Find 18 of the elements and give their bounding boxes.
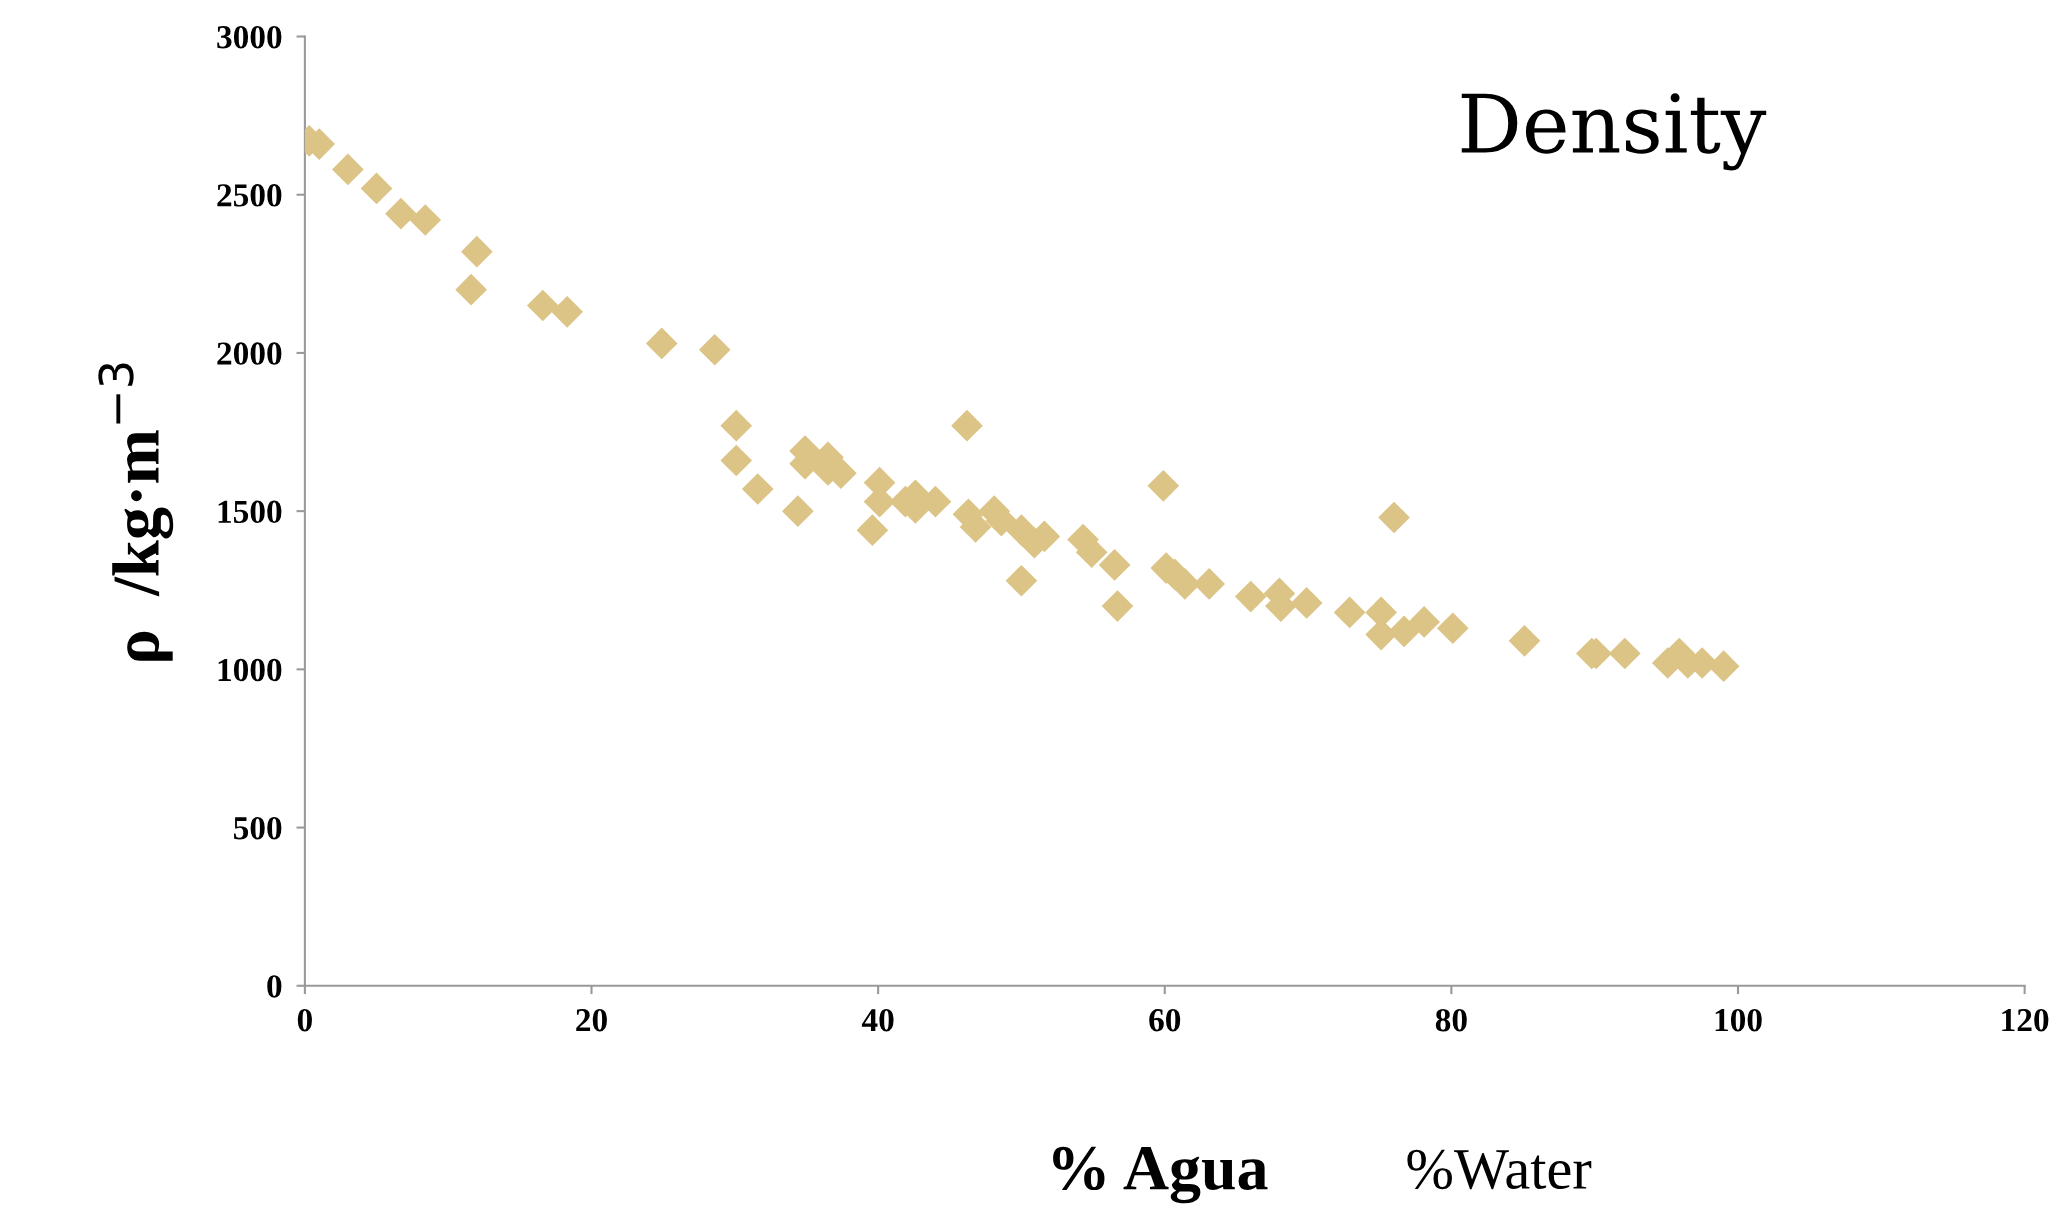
y-tick-label: 500 bbox=[233, 816, 282, 840]
y-tick-label: 1000 bbox=[218, 658, 282, 682]
y-tick-label: 0 bbox=[267, 975, 282, 998]
y-axis-title: ρ /kg·m$^{−3}$ bbox=[98, 363, 174, 661]
x-axis-title: % Agua bbox=[1053, 1146, 1268, 1204]
x-tick-label: 60 bbox=[1149, 1008, 1181, 1032]
x-tick-label: 80 bbox=[1435, 1008, 1467, 1032]
x-tick-label: 40 bbox=[861, 1008, 894, 1032]
y-tick-label: 3000 bbox=[217, 25, 282, 49]
text: Density bbox=[1461, 93, 1767, 171]
x-tick-label: 120 bbox=[2002, 1008, 2049, 1032]
y-tick-label: 2000 bbox=[217, 342, 282, 365]
x-tick-label: 20 bbox=[576, 1008, 607, 1032]
y-tick-label: 2500 bbox=[217, 184, 282, 207]
x-tick-label: 100 bbox=[1715, 1008, 1762, 1032]
text: %Water bbox=[1407, 1149, 1592, 1190]
y-tick-label: 1500 bbox=[218, 500, 282, 524]
x-tick-label: 0 bbox=[297, 1008, 312, 1032]
